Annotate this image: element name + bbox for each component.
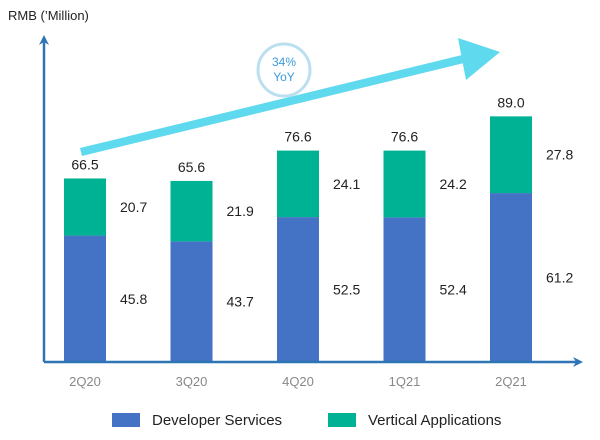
x-tick-labels: 2Q20 3Q20 4Q20 1Q21 2Q21 — [69, 374, 527, 389]
bar-developer-services-1q21 — [383, 217, 426, 362]
legend-label-vertical-applications: Vertical Applications — [368, 411, 502, 429]
growth-arrow-head — [458, 38, 500, 80]
labels-group: 45.8 20.7 66.5 43.7 21.9 65.6 52.5 24.1 76.6 52.4… — [71, 94, 573, 309]
legend-label-developer-services: Developer Services — [152, 411, 283, 429]
legend: Developer Services Vertical Applications — [0, 408, 600, 432]
value-label-developer-services-4q20: 52.5 — [333, 282, 360, 298]
legend-item-vertical-applications: Vertical Applications — [328, 408, 501, 432]
value-label-developer-services-1q21: 52.4 — [440, 282, 467, 298]
value-label-developer-services-3q20: 43.7 — [227, 294, 254, 310]
x-tick-label-2q21: 2Q21 — [495, 374, 527, 389]
value-label-developer-services-2q21: 61.2 — [546, 270, 573, 286]
value-label-vertical-applications-1q21: 24.2 — [440, 176, 467, 192]
yoy-badge-label: YoY — [273, 70, 295, 84]
bar-vertical-applications-2q20 — [64, 178, 106, 236]
x-tick-label-2q20: 2Q20 — [69, 374, 101, 389]
bar-developer-services-2q20 — [64, 235, 106, 362]
bar-vertical-applications-3q20 — [170, 180, 213, 242]
bars-group — [64, 116, 532, 362]
legend-item-developer-services: Developer Services — [112, 408, 282, 432]
yoy-badge: 34% YoY — [256, 42, 312, 98]
total-label-2q21: 89.0 — [497, 94, 524, 110]
bar-vertical-applications-1q21 — [383, 150, 426, 218]
y-axis-label: RMB (’Million) — [8, 8, 89, 23]
legend-swatch-developer-services — [112, 413, 140, 427]
bar-developer-services-3q20 — [170, 241, 213, 362]
x-tick-label-3q20: 3Q20 — [176, 374, 208, 389]
value-label-vertical-applications-3q20: 21.9 — [227, 203, 254, 219]
growth-arrow — [80, 38, 500, 156]
total-label-4q20: 76.6 — [284, 129, 311, 145]
value-label-vertical-applications-2q21: 27.8 — [546, 147, 573, 163]
yoy-badge-value: 34% — [272, 55, 296, 69]
total-label-3q20: 65.6 — [178, 159, 205, 175]
bar-vertical-applications-4q20 — [277, 150, 319, 218]
value-label-developer-services-2q20: 45.8 — [120, 291, 147, 307]
x-tick-label-4q20: 4Q20 — [282, 374, 314, 389]
growth-arrow-shaft — [80, 55, 464, 156]
bar-vertical-applications-2q21 — [490, 116, 532, 194]
total-label-2q20: 66.5 — [71, 156, 98, 172]
x-tick-label-1q21: 1Q21 — [389, 374, 421, 389]
yoy-badge-circle — [256, 42, 312, 98]
total-label-1q21: 76.6 — [391, 129, 418, 145]
bar-developer-services-4q20 — [277, 217, 319, 362]
value-label-vertical-applications-2q20: 20.7 — [120, 199, 147, 215]
value-label-vertical-applications-4q20: 24.1 — [333, 176, 360, 192]
legend-swatch-vertical-applications — [328, 413, 356, 427]
bar-developer-services-2q21 — [490, 193, 532, 362]
